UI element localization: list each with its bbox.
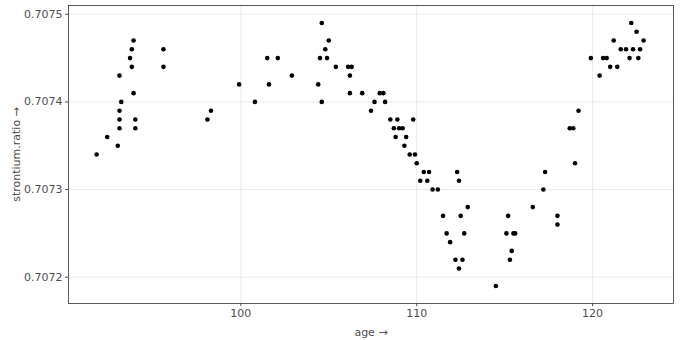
svg-text:0.7073: 0.7073 <box>24 183 63 196</box>
svg-text:100: 100 <box>230 307 251 320</box>
svg-text:120: 120 <box>582 307 603 320</box>
svg-text:0.7072: 0.7072 <box>24 271 63 284</box>
svg-text:0.7075: 0.7075 <box>24 8 63 21</box>
svg-text:age →: age → <box>354 326 387 339</box>
svg-text:0.7074: 0.7074 <box>24 95 63 108</box>
svg-text:strontium.ratio →: strontium.ratio → <box>10 107 23 202</box>
svg-text:110: 110 <box>406 307 427 320</box>
